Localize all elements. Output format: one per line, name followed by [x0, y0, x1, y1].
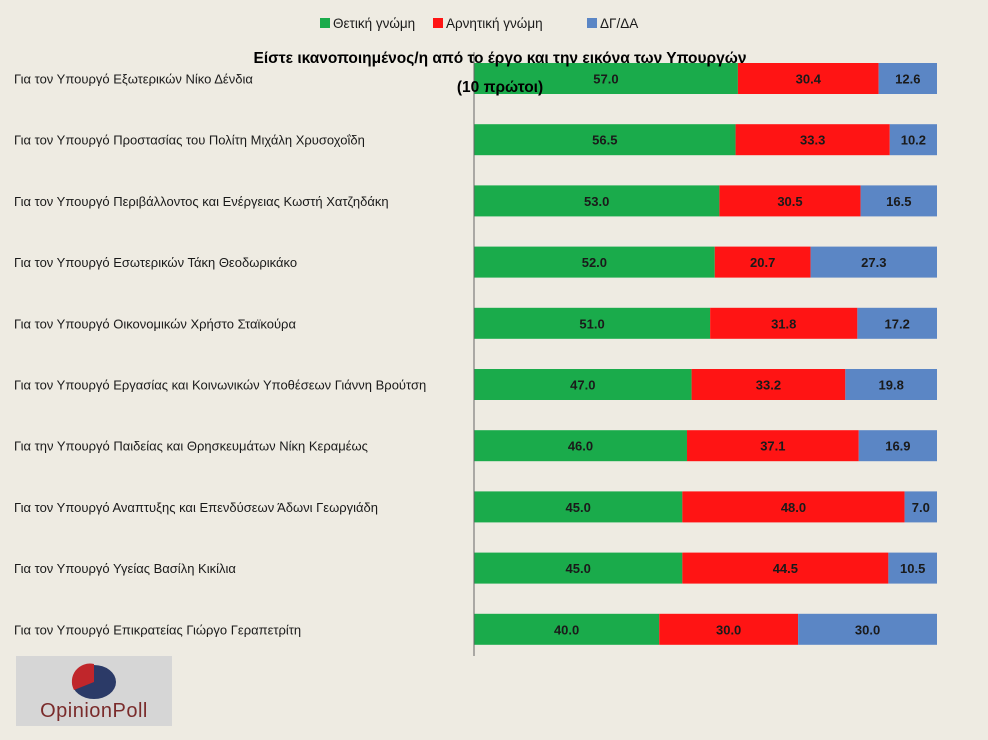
- bar-segment-2: [686, 430, 859, 462]
- bar-segment-1: [474, 307, 711, 339]
- opinionpoll-logo: OpinionPoll: [16, 656, 172, 726]
- category-label: Για τον Υπουργό Αναπτυξης και Επενδύσεων…: [14, 500, 378, 515]
- bar-segment-2: [691, 369, 846, 400]
- bar-segment-3: [858, 430, 937, 462]
- legend-label: Αρνητική γνώμη: [446, 16, 543, 31]
- category-label: Για την Υπουργό Παιδείας και Θρησκευμάτω…: [14, 439, 368, 454]
- bar-segment-1: [474, 552, 683, 584]
- value-label: 16.9: [885, 439, 910, 454]
- category-label: Για τον Υπουργό Εσωτερικών Τάκη Θεοδωρικ…: [14, 255, 297, 270]
- chart-title-line2: (10 πρώτοι): [457, 79, 543, 96]
- value-label: 44.5: [773, 561, 798, 576]
- legend-label: Θετική γνώμη: [333, 16, 415, 31]
- bar-segment-1: [474, 63, 738, 94]
- bar-segment-2: [659, 613, 799, 645]
- bar-segment-2: [737, 63, 879, 94]
- bar-segment-1: [474, 491, 683, 523]
- bar-segment-3: [888, 552, 937, 584]
- value-label: 47.0: [570, 378, 595, 393]
- legend-swatch: [320, 18, 330, 28]
- category-label: Για τον Υπουργό Υγείας Βασίλη Κικίλια: [14, 561, 236, 576]
- chart-value-labels: 57.0 30.4 12.6 56.5 33.3 10.2 53.0 30.5 16.5 52.0…: [554, 72, 930, 638]
- value-label: 53.0: [584, 194, 609, 209]
- bar-segment-3: [889, 124, 937, 156]
- bar-segment-1: [474, 246, 715, 278]
- legend-swatch: [587, 18, 597, 28]
- value-label: 52.0: [582, 255, 607, 270]
- bar-segment-2: [682, 552, 889, 584]
- value-label: 45.0: [566, 561, 591, 576]
- bar-segment-3: [860, 185, 937, 217]
- value-label: 46.0: [568, 439, 593, 454]
- value-label: 30.4: [796, 72, 822, 87]
- chart-legend: Θετική γνώμη Αρνητική γνώμη ΔΓ/ΔΑ: [320, 16, 638, 31]
- value-label: 48.0: [781, 500, 806, 515]
- category-label: Για τον Υπουργό Οικονομικών Χρήστο Σταϊκ…: [14, 316, 296, 331]
- value-label: 30.0: [855, 622, 880, 637]
- value-label: 57.0: [593, 72, 618, 87]
- value-label: 31.8: [771, 316, 796, 331]
- bar-segment-3: [845, 369, 937, 400]
- bar-segment-3: [810, 246, 937, 278]
- bar-segment-2: [719, 185, 861, 217]
- value-label: 27.3: [861, 255, 886, 270]
- chart-category-labels: Για τον Υπουργό Εξωτερικών Νίκο Δένδια Γι…: [14, 72, 426, 638]
- value-label: 10.5: [900, 561, 925, 576]
- value-label: 56.5: [592, 133, 617, 148]
- value-label: 45.0: [566, 500, 591, 515]
- bar-segment-3: [878, 63, 937, 94]
- value-label: 16.5: [886, 194, 911, 209]
- category-label: Για τον Υπουργό Προστασίας του Πολίτη Μι…: [14, 133, 365, 148]
- bar-segment-1: [474, 124, 736, 156]
- legend-swatch: [433, 18, 443, 28]
- value-label: 17.2: [885, 316, 910, 331]
- bar-segment-1: [474, 430, 687, 462]
- chart-bars: [474, 63, 937, 645]
- bar-segment-3: [798, 613, 937, 645]
- value-label: 51.0: [579, 316, 604, 331]
- bar-segment-1: [474, 369, 692, 400]
- bar-segment-2: [714, 246, 811, 278]
- category-label: Για τον Υπουργό Εργασίας και Κοινωνικών …: [14, 378, 426, 393]
- chart-title-line1: Είστε ικανοποιημένος/η από το έργο και τ…: [254, 50, 747, 67]
- bar-segment-2: [682, 491, 905, 523]
- category-label: Για τον Υπουργό Επικρατείας Γιώργο Γεραπ…: [14, 622, 301, 637]
- logo-wordmark: OpinionPoll: [40, 700, 148, 722]
- legend-label: ΔΓ/ΔΑ: [600, 16, 638, 31]
- value-label: 7.0: [912, 500, 930, 515]
- bar-segment-3: [857, 307, 937, 339]
- value-label: 30.0: [716, 622, 741, 637]
- logo-mark-icon: [71, 663, 116, 699]
- bar-segment-1: [474, 185, 720, 217]
- value-label: 10.2: [901, 133, 926, 148]
- value-label: 20.7: [750, 255, 775, 270]
- value-label: 33.2: [756, 378, 781, 393]
- bar-segment-2: [710, 307, 858, 339]
- value-label: 12.6: [895, 72, 920, 87]
- bar-segment-2: [735, 124, 890, 156]
- value-label: 30.5: [777, 194, 802, 209]
- category-label: Για τον Υπουργό Εξωτερικών Νίκο Δένδια: [14, 72, 253, 87]
- value-label: 19.8: [879, 378, 904, 393]
- category-label: Για τον Υπουργό Περιβάλλοντος και Ενέργε…: [14, 194, 389, 209]
- value-label: 40.0: [554, 622, 579, 637]
- bar-segment-3: [904, 491, 937, 523]
- bar-segment-1: [474, 613, 660, 645]
- value-label: 33.3: [800, 133, 825, 148]
- value-label: 37.1: [760, 439, 785, 454]
